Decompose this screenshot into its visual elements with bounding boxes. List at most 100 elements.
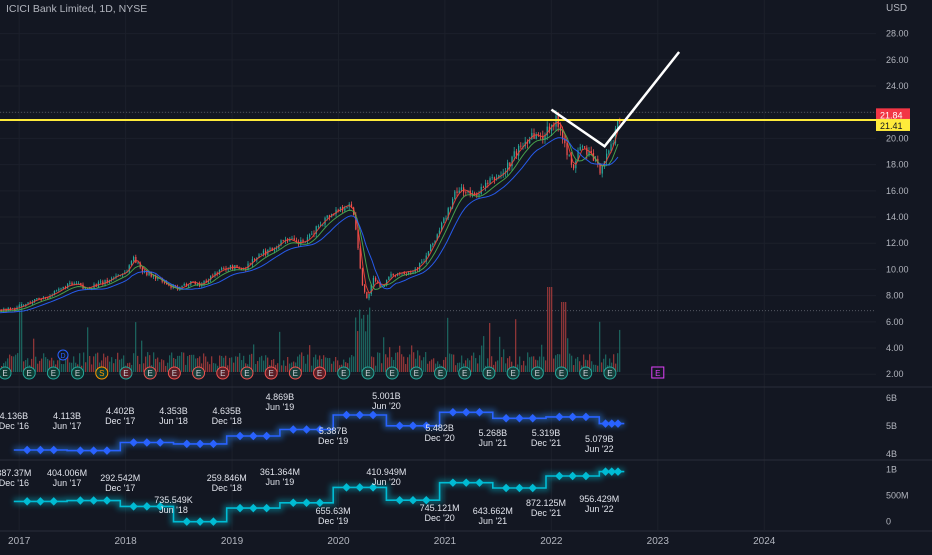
last-price-badge bbox=[876, 108, 910, 121]
volume-bar bbox=[7, 358, 9, 372]
candle-body bbox=[141, 267, 144, 273]
volume-bar bbox=[183, 352, 185, 372]
volume-bar bbox=[443, 359, 445, 372]
net-income-period-label: Jun '21 bbox=[478, 516, 507, 526]
revenue-period-label: Dec '21 bbox=[531, 438, 561, 448]
candle-body bbox=[111, 278, 113, 280]
volume-bar bbox=[23, 361, 25, 372]
revenue-diamond bbox=[501, 414, 511, 423]
candle-body bbox=[515, 151, 518, 156]
volume-bar bbox=[25, 360, 27, 372]
candle-body bbox=[214, 272, 216, 276]
volume-bar bbox=[539, 356, 541, 372]
candle-body bbox=[577, 150, 579, 161]
candle-body bbox=[276, 248, 278, 250]
event-marker-label: E bbox=[268, 369, 273, 378]
candle-body bbox=[430, 245, 432, 252]
projection-line bbox=[550, 51, 681, 148]
volume-bar bbox=[469, 360, 471, 372]
volume-bar bbox=[399, 345, 401, 372]
volume-bar bbox=[83, 352, 85, 372]
volume-bar bbox=[361, 318, 363, 372]
candle-body bbox=[335, 209, 337, 215]
candle-body bbox=[438, 230, 441, 235]
net-income-period-label: Jun '19 bbox=[266, 477, 295, 487]
volume-bar bbox=[13, 356, 15, 372]
volume-bar bbox=[175, 359, 177, 372]
volume-bar bbox=[401, 354, 403, 372]
candle-body bbox=[306, 237, 309, 242]
volume-bar bbox=[171, 352, 173, 372]
revenue-diamond bbox=[209, 439, 218, 449]
volume-bar bbox=[409, 354, 411, 372]
revenue-period-label: Dec '16 bbox=[0, 421, 29, 431]
candle-body bbox=[71, 282, 73, 285]
volume-bar bbox=[329, 357, 331, 372]
volume-bar bbox=[43, 353, 45, 372]
candle-body bbox=[49, 296, 51, 298]
last-price-label: 21.84 bbox=[880, 110, 903, 120]
revenue-diamond bbox=[262, 431, 271, 441]
volume-bar bbox=[237, 356, 239, 372]
candle-body bbox=[339, 207, 342, 212]
volume-bar bbox=[327, 358, 329, 372]
volume-bar bbox=[535, 359, 537, 372]
net-income-value-label: 404.006M bbox=[47, 468, 87, 478]
net-income-value-label: 735.549K bbox=[154, 495, 193, 505]
moving-average-line bbox=[0, 128, 619, 312]
event-marker-label: E bbox=[510, 369, 515, 378]
net-income-diamond bbox=[142, 502, 152, 511]
volume-bar bbox=[481, 345, 483, 372]
candle-body bbox=[60, 288, 62, 290]
price-axis-tick: 10.00 bbox=[886, 264, 909, 274]
volume-bar bbox=[383, 337, 385, 372]
volume-bar bbox=[279, 331, 281, 372]
volume-bar bbox=[425, 352, 427, 372]
candle-body bbox=[599, 163, 601, 174]
candle-body bbox=[282, 240, 284, 242]
volume-bar bbox=[445, 357, 447, 372]
volume-bar bbox=[109, 361, 111, 372]
price-axis-tick: 24.00 bbox=[886, 81, 909, 91]
candle-body bbox=[449, 207, 452, 209]
volume-bar bbox=[47, 358, 49, 372]
net-income-diamond bbox=[302, 498, 311, 508]
net-income-diamond bbox=[461, 478, 471, 487]
volume-bar bbox=[219, 355, 221, 372]
volume-bar bbox=[489, 322, 491, 372]
event-marker bbox=[288, 366, 302, 380]
volume-bar bbox=[561, 302, 563, 372]
candle-body bbox=[227, 269, 229, 271]
volume-bar bbox=[357, 331, 359, 372]
volume-bar bbox=[573, 365, 575, 372]
volume-bar bbox=[389, 347, 391, 372]
volume-bar bbox=[187, 356, 189, 372]
candle-body bbox=[295, 240, 298, 242]
revenue-diamond bbox=[195, 439, 205, 449]
candle-body bbox=[355, 214, 357, 230]
moving-average-line bbox=[0, 121, 619, 311]
candle-body bbox=[56, 290, 58, 292]
dividend-marker bbox=[57, 349, 69, 361]
volume-bar bbox=[547, 287, 549, 372]
event-marker bbox=[603, 366, 617, 380]
volume-bar bbox=[95, 353, 97, 372]
candle-body bbox=[460, 187, 463, 191]
revenue-diamond bbox=[302, 425, 311, 434]
candle-body bbox=[502, 172, 504, 175]
candle-body bbox=[559, 126, 562, 131]
volume-bar bbox=[27, 358, 29, 372]
candle-body bbox=[317, 226, 320, 227]
candle-body bbox=[423, 261, 425, 263]
chart-title[interactable]: ICICI Bank Limited, 1D, NYSE bbox=[6, 3, 148, 15]
candle-body bbox=[58, 288, 60, 291]
volume-bar bbox=[333, 361, 335, 372]
net-income-diamond bbox=[515, 483, 524, 493]
candle-body bbox=[27, 302, 29, 305]
candle-body bbox=[412, 271, 414, 273]
candle-body bbox=[531, 133, 533, 140]
volume-bar bbox=[325, 357, 327, 372]
candle-body bbox=[436, 234, 438, 241]
